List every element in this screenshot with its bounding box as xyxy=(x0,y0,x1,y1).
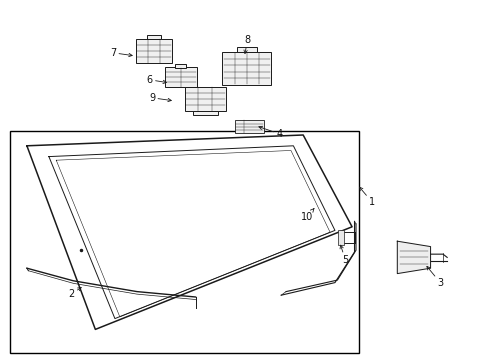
Bar xyxy=(192,111,217,115)
Text: 5: 5 xyxy=(339,245,348,265)
Text: 8: 8 xyxy=(244,35,250,54)
Bar xyxy=(175,63,186,68)
Text: 9: 9 xyxy=(149,93,171,103)
Bar xyxy=(165,67,196,87)
Text: 6: 6 xyxy=(146,75,166,85)
Polygon shape xyxy=(396,241,429,274)
Text: 2: 2 xyxy=(68,288,81,299)
Bar xyxy=(184,87,225,111)
Bar xyxy=(237,48,256,52)
Bar xyxy=(234,120,264,133)
Bar xyxy=(10,131,359,353)
Text: 4: 4 xyxy=(258,126,282,139)
Text: 7: 7 xyxy=(110,48,132,58)
Text: 1: 1 xyxy=(359,187,375,207)
Text: 10: 10 xyxy=(300,208,313,222)
Text: 3: 3 xyxy=(426,266,443,288)
Bar xyxy=(222,52,271,85)
Bar xyxy=(136,39,172,63)
Bar xyxy=(146,35,161,40)
Bar xyxy=(338,230,344,245)
